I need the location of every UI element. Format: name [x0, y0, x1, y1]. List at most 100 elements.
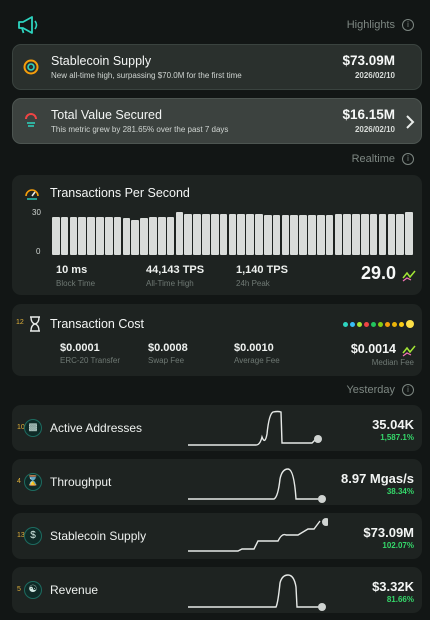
tps-bar	[52, 217, 60, 255]
tps-bar	[104, 217, 113, 255]
metric-value: 8.97 Mgas/s	[341, 471, 414, 486]
fee-dot	[399, 321, 404, 327]
address-card-icon: ▩	[24, 419, 42, 437]
megaphone-icon[interactable]	[16, 15, 40, 35]
realtime-section-label: Realtime i	[352, 152, 414, 166]
dollar-icon: $	[24, 527, 42, 545]
metric-change: 1,587.1%	[380, 433, 414, 442]
metric-change: 81.66%	[386, 595, 414, 604]
tps-bar	[299, 215, 307, 255]
tps-bar-chart	[52, 211, 414, 255]
metric-card-stablecoin-supply[interactable]: 13 $ Stablecoin Supply $73.09M 102.07%	[12, 513, 422, 559]
median-fee-label: Median Fee	[371, 358, 414, 367]
tps-bar	[96, 217, 104, 255]
metric-card-revenue[interactable]: 5 ☯ Revenue $3.32K 81.66%	[12, 567, 422, 613]
metric-change: 102.07%	[382, 541, 414, 550]
tps-bar	[175, 212, 184, 255]
erc20-fee-label: ERC-20 Transfer	[60, 356, 121, 365]
highlights-label: Highlights	[346, 19, 395, 31]
metric-card-active-addresses[interactable]: 10 ▩ Active Addresses 35.04K 1,587.1%	[12, 405, 422, 451]
fee-dot	[385, 321, 390, 327]
info-icon[interactable]: i	[402, 153, 414, 165]
fee-dot	[343, 321, 348, 327]
tps-bar	[184, 214, 193, 255]
y-axis-min: 0	[36, 247, 41, 256]
tps-bar	[378, 214, 387, 255]
sparkline	[188, 468, 326, 503]
tps-bar	[87, 217, 95, 255]
tps-bar	[219, 214, 228, 255]
all-time-high-label: All-Time High	[146, 279, 194, 288]
chevron-right-icon[interactable]	[405, 114, 415, 130]
tps-bar	[210, 214, 219, 255]
tps-bar	[396, 214, 404, 255]
sparkline	[188, 410, 322, 446]
speed-icon	[24, 185, 40, 201]
average-fee-label: Average Fee	[234, 356, 280, 365]
hourglass-icon	[28, 316, 42, 332]
tps-bar	[113, 217, 122, 255]
tps-bar	[140, 218, 148, 255]
tps-bar	[281, 215, 290, 255]
tps-bar	[325, 215, 334, 255]
highlight-subtitle: This metric grew by 281.65% over the pas…	[51, 125, 229, 134]
tps-bar	[272, 215, 281, 255]
metric-title: Throughput	[50, 475, 112, 489]
swap-fee-label: Swap Fee	[148, 356, 185, 365]
peak-24h-value: 1,140 TPS	[236, 264, 288, 276]
metric-title: Stablecoin Supply	[50, 529, 147, 543]
tps-bar	[255, 214, 263, 255]
metric-title: Revenue	[50, 583, 99, 597]
tps-bar	[69, 217, 78, 255]
tps-bar	[202, 214, 210, 255]
tps-bar	[263, 215, 272, 255]
highlight-date: 2026/02/10	[354, 71, 395, 80]
tps-bar	[193, 214, 201, 255]
highlight-subtitle: New all-time high, surpassing $70.0M for…	[51, 71, 242, 80]
fee-dot	[350, 321, 355, 327]
highlight-title: Stablecoin Supply	[51, 54, 152, 68]
metric-rank: 5	[17, 586, 21, 593]
info-icon[interactable]: i	[402, 19, 414, 31]
metric-value: $3.32K	[372, 579, 414, 594]
tps-bar	[149, 217, 157, 255]
highlight-card-total-value-secured[interactable]: Total Value Secured This metric grew by …	[12, 98, 422, 144]
tps-bar	[237, 214, 246, 255]
tps-bar	[122, 218, 131, 255]
current-tps-value: 29.0	[360, 263, 396, 283]
erc20-fee-value: $0.0001	[60, 342, 100, 354]
metric-rank: 10	[17, 424, 25, 431]
tps-bar	[228, 214, 237, 255]
highlight-card-stablecoin-supply[interactable]: Stablecoin Supply New all-time high, sur…	[12, 44, 422, 90]
realtime-label: Realtime	[351, 153, 395, 165]
tps-bar	[352, 214, 360, 255]
highlights-section-label: Highlights i	[347, 18, 414, 32]
median-fee-value: $0.0014	[350, 342, 396, 356]
tps-bar	[308, 215, 316, 255]
tps-bar	[78, 217, 87, 255]
tx-cost-badge: 12	[16, 319, 24, 326]
block-time-value: 10 ms	[56, 264, 88, 276]
sparkle-icon	[402, 344, 416, 357]
yesterday-label: Yesterday	[346, 384, 395, 396]
sparkline	[188, 574, 326, 611]
transaction-cost-card: 12 Transaction Cost $0.0001 ERC-20 Trans…	[12, 304, 422, 376]
average-fee-value: $0.0010	[234, 342, 274, 354]
fee-dot	[364, 321, 369, 327]
info-icon[interactable]: i	[402, 384, 414, 396]
highlight-date: 2026/02/10	[354, 125, 395, 134]
metric-change: 38.34%	[386, 487, 414, 496]
tps-bar	[343, 214, 351, 255]
peak-24h-label: 24h Peak	[236, 279, 270, 288]
hourglass-icon: ⌛	[24, 473, 42, 491]
metric-rank: 4	[17, 478, 21, 485]
metric-rank: 13	[17, 532, 25, 539]
all-time-high-value: 44,143 TPS	[146, 264, 205, 276]
metric-value: 35.04K	[372, 417, 414, 432]
y-axis-max: 30	[32, 208, 41, 217]
tps-title: Transactions Per Second	[50, 186, 190, 200]
highlight-value: $73.09M	[342, 53, 395, 68]
metric-card-throughput[interactable]: 4 ⌛ Throughput 8.97 Mgas/s 38.34%	[12, 459, 422, 505]
metric-value: $73.09M	[363, 525, 414, 540]
tps-bar	[316, 215, 325, 255]
